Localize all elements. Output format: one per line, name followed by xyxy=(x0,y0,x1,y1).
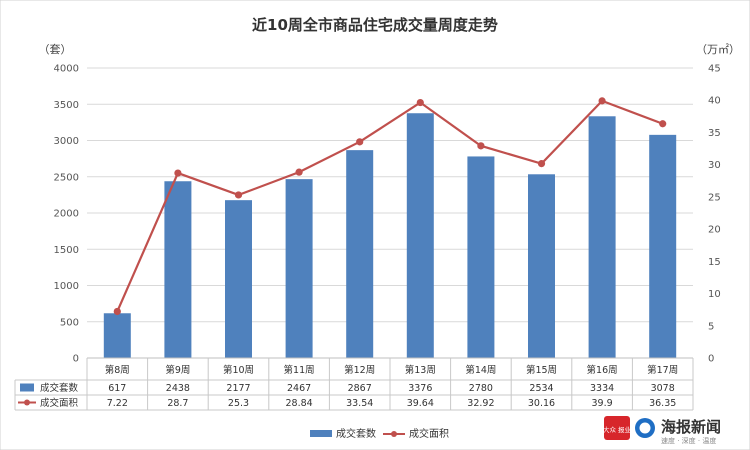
table-cell-value: 36.35 xyxy=(649,398,676,409)
category-label: 第14周 xyxy=(465,364,496,376)
right-axis-unit: （万㎡） xyxy=(696,43,740,56)
table-cell-value: 3376 xyxy=(408,383,432,394)
table-cell-value: 28.7 xyxy=(167,398,188,409)
table-cell-value: 3334 xyxy=(590,383,614,394)
line-point xyxy=(295,168,303,176)
table-cell-value: 33.54 xyxy=(346,398,373,409)
legend-bar-key xyxy=(310,430,332,437)
bar xyxy=(346,150,374,358)
line-point xyxy=(416,98,424,107)
left-tick-label: 1000 xyxy=(54,281,79,292)
bar-series xyxy=(103,113,677,359)
category-label: 第15周 xyxy=(526,364,557,376)
bar xyxy=(285,179,313,358)
table-cell-value: 30.16 xyxy=(528,398,555,409)
category-label: 第10周 xyxy=(223,364,254,376)
left-tick-label: 1500 xyxy=(54,245,79,256)
table-cell-value: 25.3 xyxy=(228,398,249,409)
category-label: 第11周 xyxy=(284,364,315,376)
table-cell-value: 2438 xyxy=(166,383,190,394)
left-tick-label: 500 xyxy=(60,317,79,328)
right-tick-label: 45 xyxy=(708,64,721,75)
watermark-logo: 大众 报业 海报新闻 速度 · 深度 · 温度 xyxy=(603,416,721,445)
bar xyxy=(164,181,192,358)
table-cell-value: 39.64 xyxy=(407,398,434,409)
left-tick-label: 2000 xyxy=(54,209,79,220)
bar xyxy=(649,134,677,358)
line-point xyxy=(356,138,364,146)
category-label: 第9周 xyxy=(165,364,190,376)
table-cell-value: 2177 xyxy=(226,383,250,394)
line-point xyxy=(477,142,485,150)
legend-bar-label: 成交套数 xyxy=(336,427,376,440)
chart-title: 近10周全市商品住宅成交量周度走势 xyxy=(252,16,498,34)
left-tick-label: 4000 xyxy=(54,64,79,75)
category-label: 第17周 xyxy=(647,364,678,376)
right-tick-label: 25 xyxy=(708,192,721,203)
legend-line-label: 成交面积 xyxy=(409,427,449,440)
right-tick-label: 0 xyxy=(708,354,714,365)
left-tick-label: 2500 xyxy=(54,172,79,183)
line-point xyxy=(113,307,121,316)
table-cell-value: 3078 xyxy=(651,383,675,394)
bar xyxy=(467,156,495,358)
line-point xyxy=(659,120,667,128)
left-axis-unit: （套） xyxy=(39,43,72,56)
right-tick-label: 10 xyxy=(708,289,721,300)
table-cell-value: 2467 xyxy=(287,383,311,394)
data-table: 第8周 第9周 第10周 第11周 第12周 第13周 第14周 第15周 第16周 第17周成交… xyxy=(14,357,694,411)
left-axis-ticks: 0 500 1000 1500 2000 2500 3000 3500 4000 xyxy=(54,64,79,365)
table-series-name: 成交套数 xyxy=(40,382,79,394)
category-label: 第12周 xyxy=(344,364,375,376)
right-tick-label: 5 xyxy=(708,321,714,332)
right-tick-label: 30 xyxy=(708,160,721,171)
watermark-badge xyxy=(604,416,630,440)
table-cell-value: 28.84 xyxy=(285,398,312,409)
bar xyxy=(225,200,252,358)
table-cell-value: 2534 xyxy=(529,383,553,394)
watermark-tagline: 速度 · 深度 · 温度 xyxy=(661,436,716,445)
right-tick-label: 15 xyxy=(708,257,721,268)
bar xyxy=(406,113,434,359)
table-series-key-marker xyxy=(24,399,30,406)
table-cell-value: 32.92 xyxy=(467,398,494,409)
category-label: 第8周 xyxy=(105,364,130,376)
watermark-name: 海报新闻 xyxy=(661,418,721,436)
table-cell-value: 39.9 xyxy=(592,398,613,409)
left-tick-label: 3500 xyxy=(54,100,79,111)
bar xyxy=(528,174,555,358)
category-label: 第13周 xyxy=(405,364,436,376)
line-point xyxy=(537,160,546,168)
left-tick-label: 0 xyxy=(73,354,79,365)
line-series xyxy=(113,97,667,316)
legend: 成交套数 成交面积 xyxy=(310,427,449,440)
table-series-name: 成交面积 xyxy=(40,397,79,409)
line-path xyxy=(116,99,664,312)
left-tick-label: 3000 xyxy=(54,136,79,147)
line-point xyxy=(174,169,182,177)
right-axis-ticks: 0 5 10 15 20 25 30 35 40 45 xyxy=(708,64,721,365)
watermark-badge-text: 大众 报业 xyxy=(603,425,632,434)
bar xyxy=(588,116,616,358)
table-series-key xyxy=(20,383,34,392)
bar xyxy=(103,313,131,358)
right-tick-label: 35 xyxy=(708,128,721,139)
right-tick-label: 20 xyxy=(708,225,721,236)
line-point xyxy=(234,191,243,199)
legend-line-marker xyxy=(391,431,397,437)
table-cell-value: 7.22 xyxy=(107,398,128,409)
category-label: 第16周 xyxy=(587,364,618,376)
table-cell-value: 2867 xyxy=(348,383,372,394)
table-cell-value: 2780 xyxy=(469,383,493,394)
table-cell-value: 617 xyxy=(108,383,126,394)
line-point xyxy=(598,97,606,105)
right-tick-label: 40 xyxy=(708,96,721,107)
watermark-circle-inner xyxy=(639,422,651,434)
